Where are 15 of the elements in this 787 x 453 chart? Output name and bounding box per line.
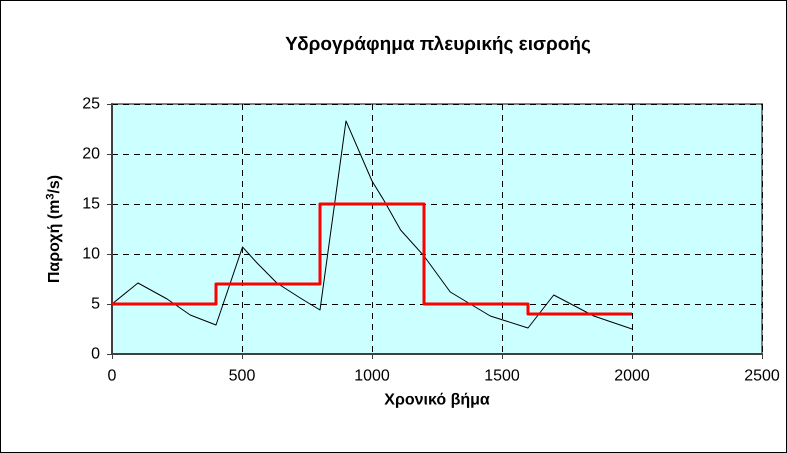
y-tick-label: 25 — [82, 96, 100, 112]
y-axis-title: Παροχή (m3/s) — [44, 174, 63, 284]
x-tick-label: 500 — [228, 368, 256, 384]
x-tick-label: 2500 — [744, 368, 780, 384]
y-tick-label: 10 — [82, 246, 100, 262]
y-tick-label: 20 — [82, 146, 100, 162]
y-tick-label: 15 — [82, 196, 100, 212]
x-tick-label: 2000 — [614, 368, 650, 384]
x-tick-label: 1500 — [484, 368, 520, 384]
chart-title: Υδρογράφημα πλευρικής εισροής — [285, 34, 591, 55]
x-tick-label: 1000 — [354, 368, 390, 384]
x-axis-title: Χρονικό βήμα — [384, 392, 490, 408]
y-tick-label: 5 — [91, 296, 100, 312]
x-tick-label: 0 — [108, 368, 117, 384]
y-tick-label: 0 — [91, 346, 100, 362]
